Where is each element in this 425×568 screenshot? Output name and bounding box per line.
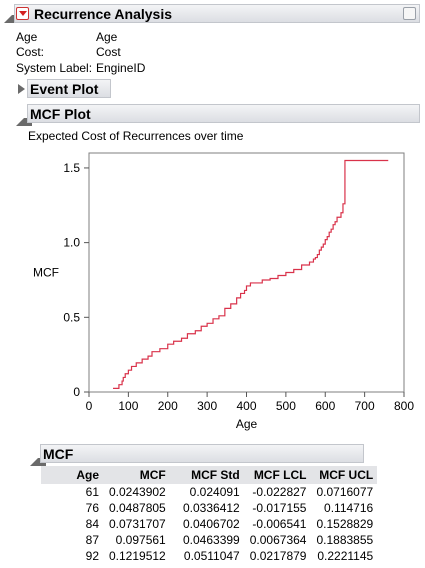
x-tick-label: 800	[394, 399, 414, 413]
info-label-0: Age	[16, 30, 38, 44]
y-axis-label: MCF	[33, 266, 59, 280]
table-cell: 0.0067364	[249, 533, 307, 547]
table-cell: 87	[85, 533, 99, 547]
expand-event-plot-icon[interactable]	[18, 84, 25, 94]
x-tick-label: 200	[158, 399, 178, 413]
table-cell: 0.0243902	[109, 485, 166, 499]
table-cell: 0.0217879	[249, 549, 307, 563]
mcf-plot-header[interactable]: MCF Plot	[27, 104, 420, 123]
table-cell: 0.2221145	[317, 549, 374, 563]
table-row: 87 0.097561 0.0463399 0.0067364 0.188385…	[41, 532, 377, 548]
pin-icon[interactable]	[403, 7, 416, 20]
collapse-mcf-plot-icon[interactable]	[16, 110, 32, 126]
collapse-mcf-table-icon[interactable]	[30, 450, 46, 466]
mcf-table: Age MCF MCF Std MCF LCL MCF UCL 61 0.024…	[41, 466, 378, 564]
table-cell: 0.1219512	[109, 549, 166, 563]
y-tick-label: 1.5	[63, 161, 80, 175]
table-cell: 0.097561	[115, 533, 166, 547]
x-tick-label: 0	[86, 399, 93, 413]
column-header-age[interactable]: Age	[41, 466, 103, 484]
mcf-series-line	[113, 159, 389, 389]
collapse-report-icon[interactable]	[4, 7, 20, 23]
report-title: Recurrence Analysis	[34, 6, 172, 22]
table-cell: 84	[85, 517, 99, 531]
column-header-mcf-ucl[interactable]: MCF UCL	[310, 466, 378, 484]
table-cell: 0.1528829	[316, 517, 374, 531]
table-cell: 0.1883855	[316, 533, 374, 547]
table-cell: 0.0731707	[109, 517, 166, 531]
table-cell: 76	[85, 501, 99, 515]
mcf-plot-subtitle: Expected Cost of Recurrences over time	[28, 129, 244, 143]
column-header-mcf-std[interactable]: MCF Std	[169, 466, 244, 484]
table-cell: 0.0463399	[183, 533, 240, 547]
table-row: 76 0.0487805 0.0336412 -0.017155 0.11471…	[41, 500, 377, 516]
x-tick-label: 400	[236, 399, 256, 413]
plot-frame	[88, 152, 405, 393]
table-cell: 61	[85, 485, 99, 499]
x-tick-label: 700	[355, 399, 375, 413]
x-tick-label: 100	[118, 399, 138, 413]
info-value-1: Cost	[96, 45, 121, 59]
red-triangle-menu-icon[interactable]	[16, 7, 29, 20]
y-tick-label: 0	[73, 385, 80, 399]
column-header-mcf-lcl[interactable]: MCF LCL	[243, 466, 311, 484]
table-cell: 0.0406702	[183, 517, 240, 531]
column-header-mcf[interactable]: MCF	[103, 466, 170, 484]
table-cell: 0.024091	[189, 485, 240, 499]
table-cell: 0.0511047	[183, 549, 240, 563]
info-label-2: System Label:	[16, 61, 93, 75]
table-cell: 92	[85, 549, 99, 563]
event-plot-header[interactable]: Event Plot	[27, 79, 111, 98]
event-plot-title: Event Plot	[30, 81, 99, 97]
x-axis-label: Age	[236, 417, 258, 431]
mcf-chart: 0 100 200 300 400 500 600 700 800 0 0.5 1.0 1.5 Age MC…	[33, 152, 414, 431]
table-cell: 0.0336412	[183, 501, 240, 515]
table-row: 92 0.1219512 0.0511047 0.0217879 0.22211…	[41, 548, 377, 564]
x-tick-label: 300	[197, 399, 217, 413]
x-tick-label: 500	[276, 399, 296, 413]
table-row: 84 0.0731707 0.0406702 -0.006541 0.15288…	[41, 516, 377, 532]
info-label-1: Cost:	[16, 45, 45, 59]
x-tick-label: 600	[315, 399, 335, 413]
mcf-plot-title: MCF Plot	[30, 106, 91, 122]
table-row: 61 0.0243902 0.024091 -0.022827 0.071607…	[41, 484, 377, 500]
table-cell: -0.006541	[252, 517, 307, 531]
table-cell: 0.0487805	[109, 501, 166, 515]
table-cell: 0.114716	[324, 501, 374, 515]
y-tick-label: 1.0	[63, 236, 80, 250]
table-cell: 0.0716077	[316, 485, 374, 499]
report-header: Recurrence Analysis	[14, 4, 420, 23]
table-header-row: Age MCF MCF Std MCF LCL MCF UCL	[41, 466, 378, 484]
info-value-2: EngineID	[96, 61, 146, 75]
mcf-table-title: MCF	[43, 446, 74, 462]
table-cell: -0.017155	[252, 501, 307, 515]
mcf-table-header[interactable]: MCF	[40, 444, 364, 463]
info-value-0: Age	[96, 30, 118, 44]
y-tick-label: 0.5	[63, 310, 80, 324]
table-cell: -0.022827	[252, 485, 307, 499]
